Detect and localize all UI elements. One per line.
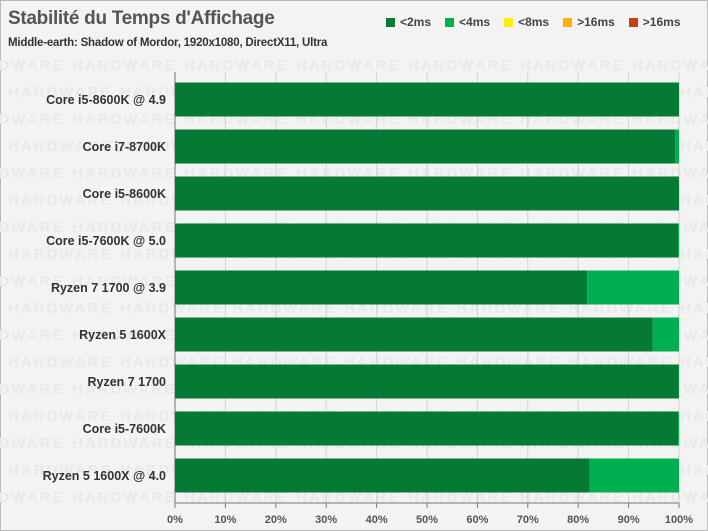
category-label: Ryzen 5 1600X [79, 327, 166, 342]
watermark-text: HARDWARE [72, 219, 176, 236]
category-label: Ryzen 7 1700 @ 3.9 [50, 280, 166, 295]
watermark-text: HARDWARE [0, 435, 64, 452]
legend-item: <8ms [504, 15, 549, 29]
watermark-text: HARDWARE [0, 57, 64, 74]
watermark-text: HARDWARE [72, 165, 176, 182]
watermark-text: HARDWARE [680, 138, 708, 155]
legend-swatch [628, 17, 638, 27]
watermark-text: HARDWARE [680, 84, 708, 101]
category-label: Core i5-7600K [82, 421, 166, 436]
watermark-text: HARDWARE [296, 489, 400, 506]
watermark-text: HARDWARE [0, 327, 64, 344]
watermark-text: HARDWARE [0, 273, 64, 290]
x-tick-label: 90% [618, 514, 640, 526]
watermark-text: HARDWARE [72, 273, 176, 290]
watermark-text: HARDWARE [72, 327, 176, 344]
watermark-text: HARDWARE [0, 165, 64, 182]
watermark-text: HARDWARE [680, 462, 708, 479]
watermark-text: HARDWARE [0, 489, 64, 506]
bar-segment [652, 317, 679, 352]
bar-segment [175, 411, 678, 446]
legend-label: >16ms [642, 15, 681, 29]
bar-segment [677, 411, 679, 446]
category-label: Core i5-7600K @ 5.0 [46, 233, 166, 248]
bar-segment [175, 223, 678, 258]
legend-label: >16ms [577, 15, 615, 29]
x-tick-label: 20% [265, 514, 287, 526]
watermark-text: HARDWARE [632, 489, 708, 506]
bar-segment [175, 270, 588, 305]
x-tick-label: 60% [466, 514, 488, 526]
watermark-text: HARDWARE [8, 300, 112, 317]
watermark-text: HARDWARE [680, 246, 708, 263]
watermark-text: HARDWARE [8, 84, 112, 101]
watermark-text: HARDWARE [632, 57, 708, 74]
legend-swatch [386, 17, 395, 27]
watermark-text: HARDWARE [680, 408, 708, 425]
watermark-text: HARDWARE [72, 381, 176, 398]
category-label: Ryzen 7 1700 [87, 374, 166, 389]
watermark-text: HARDWARE [8, 246, 112, 263]
bar-segment [175, 364, 679, 399]
watermark-text: HARDWARE [0, 381, 64, 398]
watermark-text: HARDWARE [72, 489, 176, 506]
category-label: Core i7-8700K [82, 139, 166, 154]
x-tick-label: 80% [567, 514, 589, 526]
bar-segment [674, 129, 679, 164]
category-label: Core i5-8600K @ 4.9 [46, 92, 166, 107]
category-label: Ryzen 5 1600X @ 4.0 [42, 468, 166, 483]
bar-segment [175, 129, 675, 164]
bar-segment [678, 364, 679, 399]
watermark-text: HARDWARE [296, 57, 400, 74]
watermark-text: HARDWARE [408, 489, 512, 506]
watermark-text: HARDWARE [8, 138, 112, 155]
x-tick-label: 40% [366, 514, 388, 526]
x-tick-label: 50% [416, 514, 438, 526]
watermark-text: HARDWARE [520, 489, 624, 506]
legend-item: >16ms [628, 15, 681, 29]
bar-segment [175, 317, 653, 352]
watermark-text: HARDWARE [680, 354, 708, 371]
bar-segment [175, 176, 679, 211]
bar-segment [677, 223, 679, 258]
chart-title: Stabilité du Temps d'Affichage [8, 8, 275, 29]
watermark-text: HARDWARE [72, 57, 176, 74]
legend-label: <4ms [459, 15, 491, 29]
watermark-text: HARDWARE [8, 354, 112, 371]
x-tick-label: 100% [665, 514, 693, 526]
legend-item: >16ms [563, 15, 615, 29]
watermark-text: HARDWARE [408, 57, 512, 74]
watermark-text: HARDWARE [8, 192, 112, 209]
legend-swatch [563, 17, 573, 27]
legend-item: <4ms [445, 15, 490, 29]
watermark-text: HARDWARE [680, 300, 708, 317]
watermark-text: HARDWARE [680, 192, 708, 209]
legend-label: <2ms [400, 15, 432, 29]
bar-segment [175, 458, 590, 493]
watermark-text: HARDWARE [72, 435, 176, 452]
watermark-text: HARDWARE [8, 408, 112, 425]
watermark-text: HARDWARE [0, 219, 64, 236]
x-tick-label: 10% [214, 514, 236, 526]
chart-legend: <2ms <4ms <8ms >16ms >16ms [386, 14, 695, 30]
bar-segment [587, 270, 679, 305]
x-tick-label: 70% [517, 514, 539, 526]
x-tick-label: 30% [315, 514, 337, 526]
watermark-text: HARDWARE [184, 57, 288, 74]
watermark-text: HARDWARE [0, 111, 64, 128]
x-tick-label: 0% [167, 514, 183, 526]
chart-subtitle: Middle-earth: Shadow of Mordor, 1920x108… [8, 37, 328, 49]
legend-swatch [445, 17, 455, 27]
legend-label: <8ms [518, 15, 550, 29]
legend-item: <2ms [386, 15, 431, 29]
legend-swatch [504, 17, 514, 27]
category-label: Core i5-8600K [82, 186, 166, 201]
watermark-text: HARDWARE [8, 462, 112, 479]
bar-segment [175, 82, 679, 117]
watermark-text: HARDWARE [72, 111, 176, 128]
watermark-text: HARDWARE [520, 57, 624, 74]
watermark-text: HARDWARE [184, 489, 288, 506]
bar-segment [589, 458, 679, 493]
